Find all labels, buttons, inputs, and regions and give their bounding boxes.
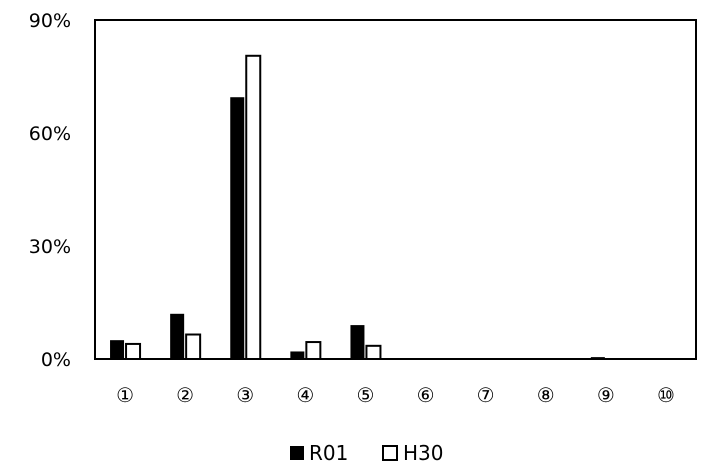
x-tick-label: ⑥ bbox=[417, 383, 435, 407]
bar-h30-4 bbox=[305, 341, 322, 360]
y-tick-label: 0% bbox=[41, 349, 71, 371]
bar-r01-5 bbox=[350, 325, 365, 359]
bar-r01-1 bbox=[110, 340, 125, 359]
y-axis-ticks: 0% 30% 60% 90% bbox=[29, 10, 71, 371]
legend-label-h30: H30 bbox=[403, 441, 444, 465]
bar-h30-5 bbox=[365, 344, 382, 361]
x-tick-label: ⑩ bbox=[657, 383, 675, 407]
x-tick-label: ⑤ bbox=[356, 383, 374, 407]
x-tick-label: ⑧ bbox=[537, 383, 555, 407]
y-tick-label: 90% bbox=[29, 10, 71, 32]
bars-layer bbox=[110, 54, 605, 361]
x-tick-label: ② bbox=[176, 383, 194, 407]
y-tick-label: 60% bbox=[29, 123, 71, 145]
bar-h30-2 bbox=[185, 333, 202, 360]
x-tick-label: ⑦ bbox=[477, 383, 495, 407]
bar-h30-3 bbox=[245, 54, 262, 361]
x-tick-label: ① bbox=[116, 383, 134, 407]
x-axis-ticks: ① ② ③ ④ ⑤ ⑥ ⑦ ⑧ ⑨ ⑩ bbox=[116, 383, 675, 407]
bar-r01-4 bbox=[290, 351, 305, 359]
y-tick-label: 30% bbox=[29, 236, 71, 258]
legend-swatch-r01 bbox=[290, 446, 304, 460]
x-tick-label: ⑨ bbox=[597, 383, 615, 407]
legend-swatch-h30 bbox=[382, 445, 398, 461]
x-tick-label: ④ bbox=[296, 383, 314, 407]
bar-r01-3 bbox=[230, 97, 245, 359]
bar-r01-9 bbox=[590, 357, 605, 359]
legend: R01 H30 bbox=[290, 441, 444, 465]
bar-h30-1 bbox=[125, 342, 142, 360]
x-tick-label: ③ bbox=[236, 383, 254, 407]
bar-r01-2 bbox=[170, 313, 185, 359]
legend-label-r01: R01 bbox=[309, 441, 348, 465]
plot-area bbox=[94, 19, 697, 360]
